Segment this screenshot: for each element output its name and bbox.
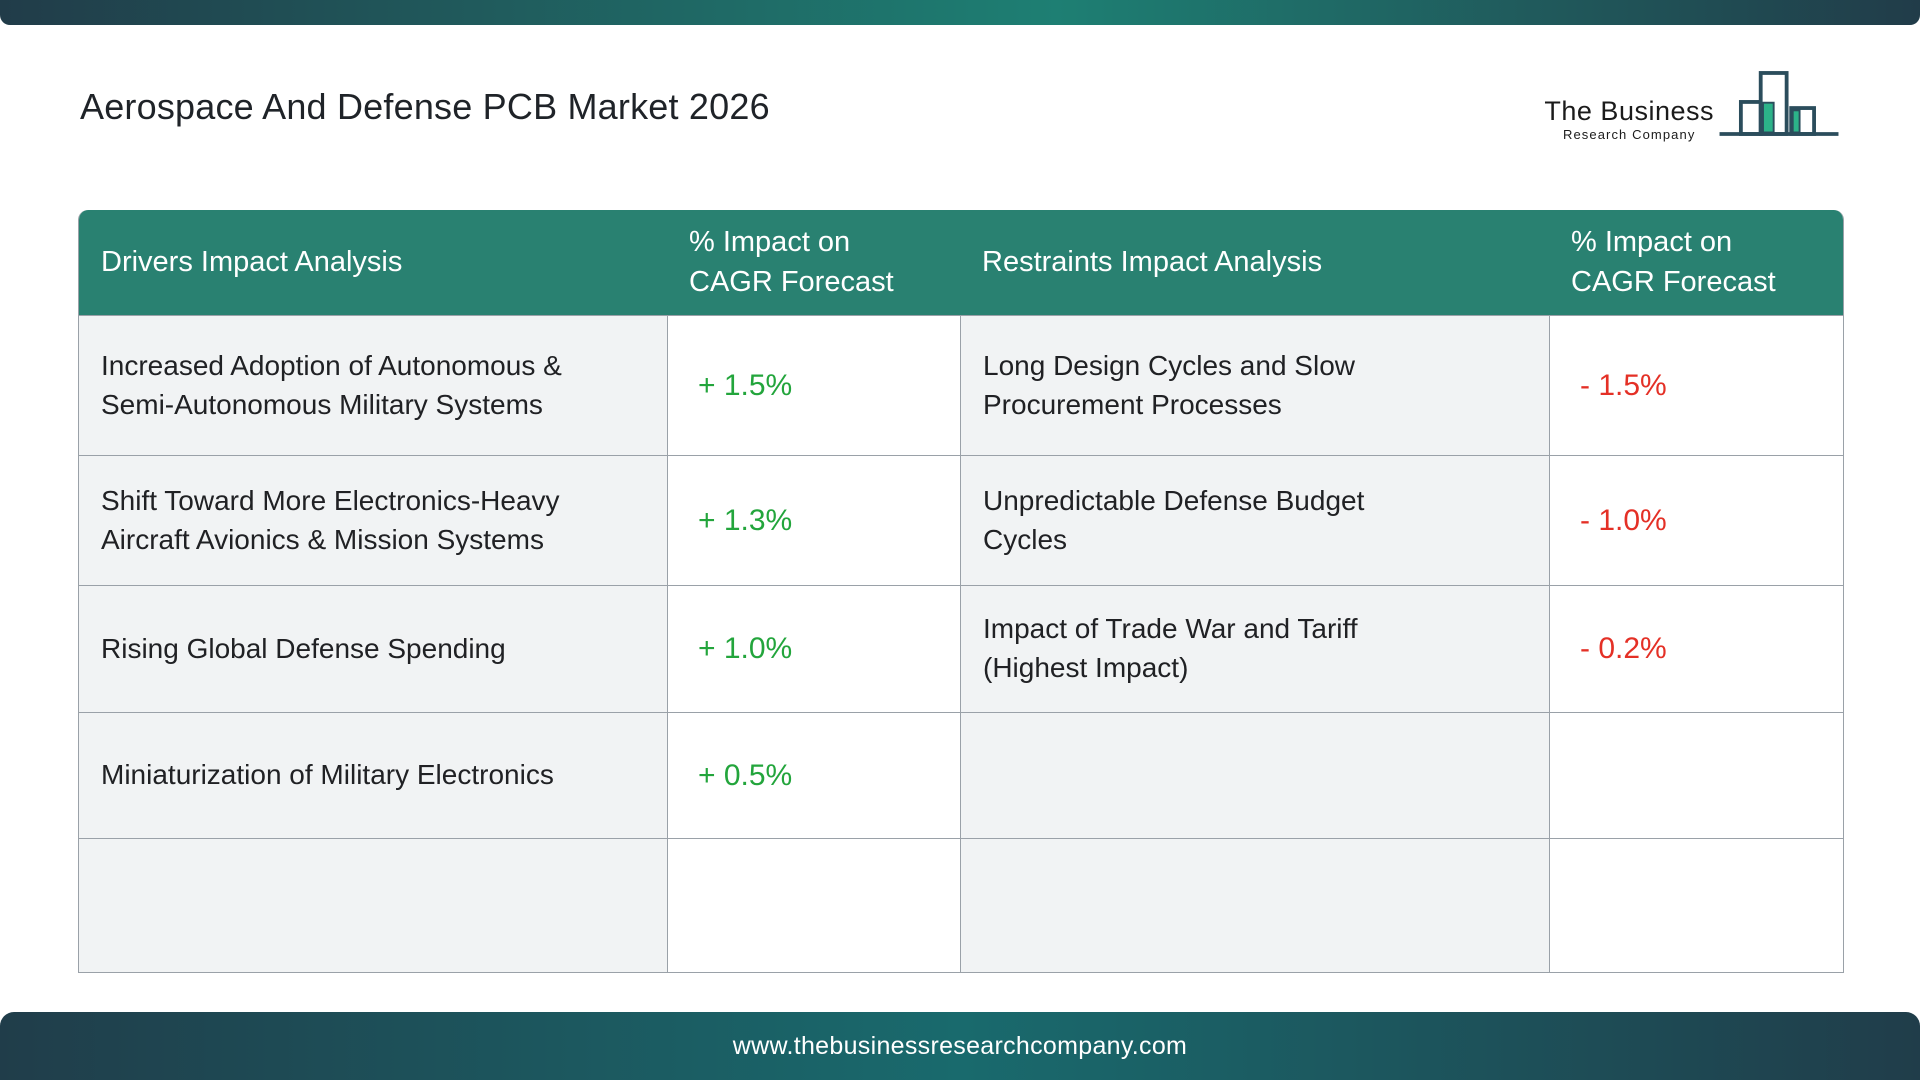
brand-name: The Business [1544,96,1714,126]
driver-cell [79,838,667,972]
brand-logo: The Business Research Company [1544,58,1840,157]
driver-cell: Rising Global Defense Spending [79,585,667,712]
footer-url: www.thebusinessresearchcompany.com [732,1031,1188,1060]
brand-logo-text: The Business Research Company [1544,96,1714,142]
driver-cell: Shift Toward More Electronics-Heavy Airc… [79,455,667,585]
restraint-cell: Unpredictable Defense Budget Cycles [960,455,1549,585]
header-drivers: Drivers Impact Analysis [79,210,667,315]
driver-cell: Miniaturization of Military Electronics [79,712,667,838]
footer-bar: www.thebusinessresearchcompany.com [0,1012,1920,1080]
restraint-impact-cell: - 1.0% [1549,455,1843,585]
top-accent-bar [0,0,1920,25]
driver-impact-cell: + 1.3% [667,455,960,585]
bar-chart-icon [1718,58,1840,157]
restraint-impact-cell [1549,712,1843,838]
driver-impact-cell: + 1.0% [667,585,960,712]
restraint-text: Unpredictable Defense Budget Cycles [983,484,1365,555]
driver-cell: Increased Adoption of Autonomous & Semi-… [79,315,667,455]
impact-analysis-table: Drivers Impact Analysis % Impact on CAGR… [78,210,1844,973]
driver-text: Miniaturization of Military Electronics [101,759,554,791]
driver-text: Shift Toward More Electronics-Heavy Airc… [101,484,560,555]
driver-impact-cell: + 1.5% [667,315,960,455]
driver-impact-cell: + 0.5% [667,712,960,838]
page-title: Aerospace And Defense PCB Market 2026 [80,86,770,127]
header-drivers-impact: % Impact on CAGR Forecast [667,210,960,315]
restraint-impact-cell [1549,838,1843,972]
restraint-cell [960,838,1549,972]
driver-text: Increased Adoption of Autonomous & Semi-… [101,349,562,420]
driver-impact-cell [667,838,960,972]
restraint-cell: Impact of Trade War and Tariff (Highest … [960,585,1549,712]
restraint-text: Long Design Cycles and Slow Procurement … [983,349,1355,420]
restraint-cell: Long Design Cycles and Slow Procurement … [960,315,1549,455]
restraint-text: Impact of Trade War and Tariff (Highest … [983,613,1358,683]
driver-text: Rising Global Defense Spending [101,632,506,664]
restraint-cell [960,712,1549,838]
header-restraints-impact: % Impact on CAGR Forecast [1549,210,1843,315]
header-restraints: Restraints Impact Analysis [960,210,1549,315]
brand-subtitle: Research Company [1562,127,1696,142]
restraint-impact-cell: - 1.5% [1549,315,1843,455]
restraint-impact-cell: - 0.2% [1549,585,1843,712]
